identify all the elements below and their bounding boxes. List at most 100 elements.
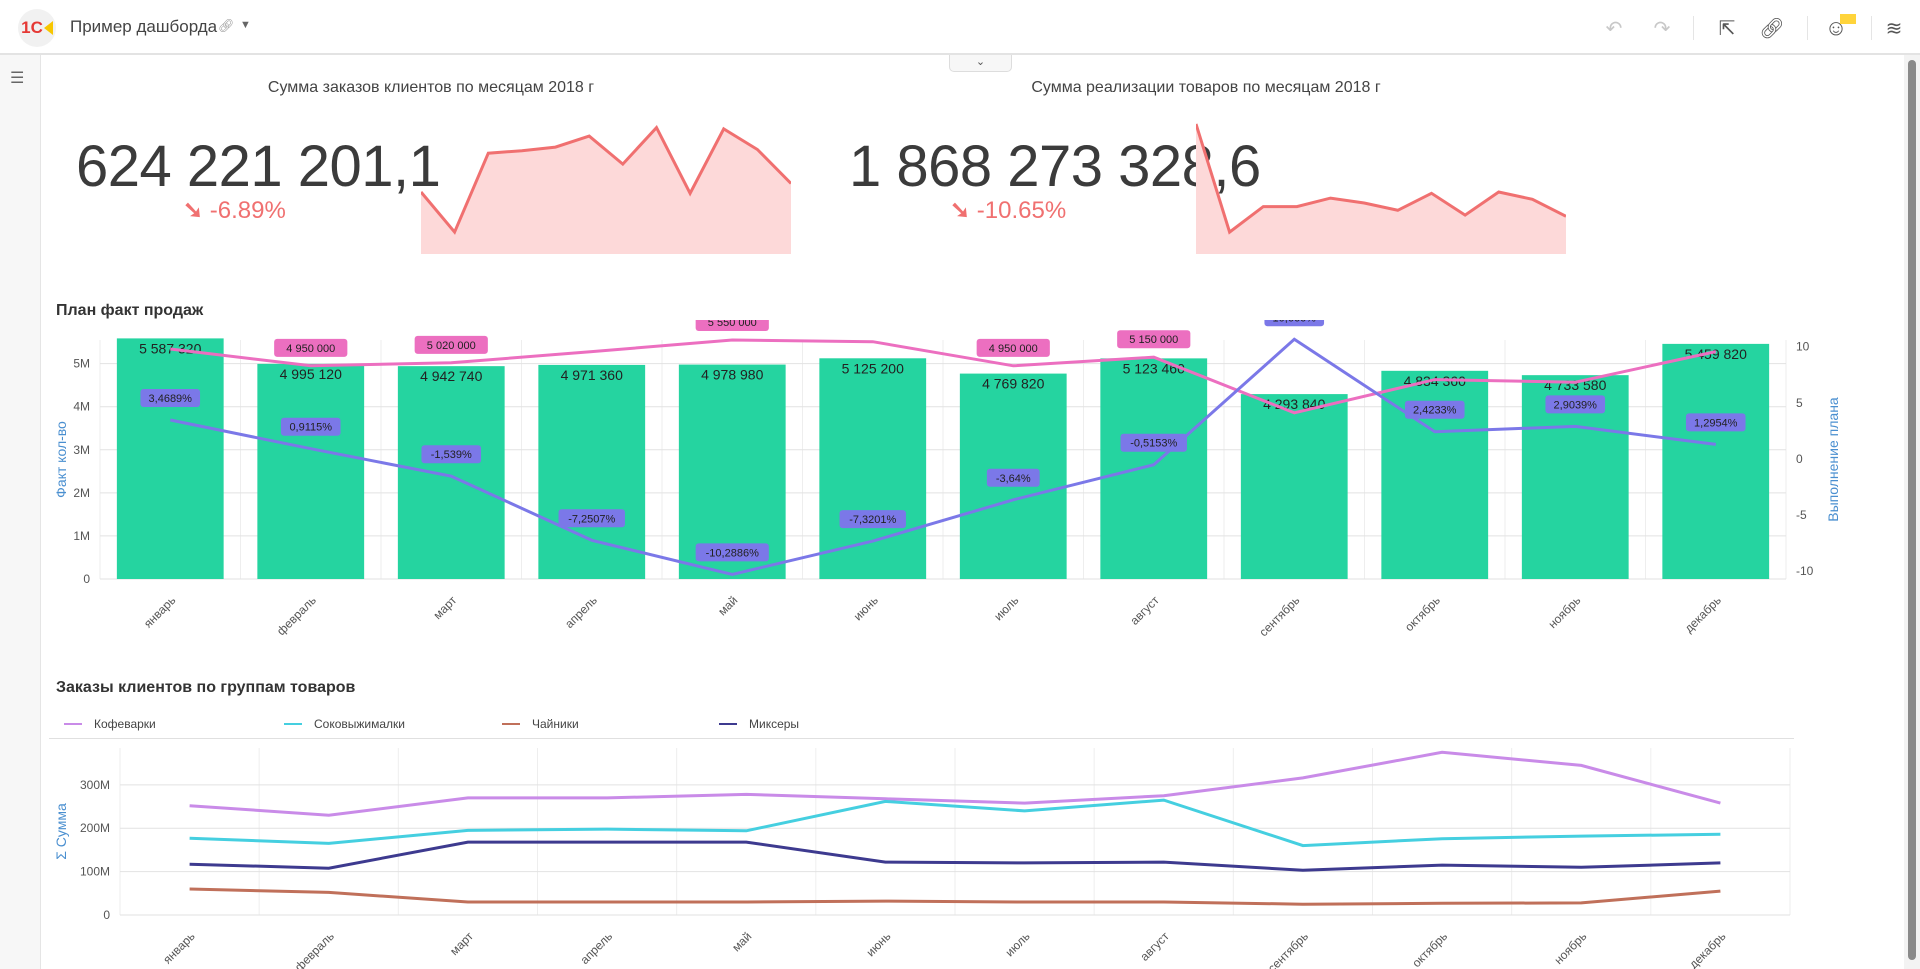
kpi-title: Сумма заказов клиентов по месяцам 2018 г (267, 79, 595, 96)
x-tick-label: апрель (577, 929, 615, 967)
legend-label: Соковыжималки (314, 717, 406, 731)
x-tick-label: ноябрь (1551, 929, 1589, 967)
y-axis-title: Σ Сумма (53, 803, 69, 860)
percent-line (169, 337, 1716, 576)
x-tick-label: октябрь (1402, 593, 1443, 634)
y-tick-label: 200M (80, 821, 110, 835)
series-line-0 (189, 750, 1721, 817)
x-tick-label: декабрь (1682, 593, 1724, 635)
percent-line-label: -3,64% (996, 473, 1031, 485)
x-tick-label: сентябрь (1265, 929, 1311, 969)
bar (819, 358, 927, 579)
y-tick-label: 1M (73, 529, 90, 543)
legend-item-juicers[interactable]: Соковыжималки (284, 717, 405, 731)
sparkline-line (1196, 123, 1566, 235)
bar-value-label: 5 123 460 (1123, 360, 1185, 376)
plan-line-label: 5 020 000 (427, 340, 476, 352)
collapse-header-button[interactable]: ⌄ (949, 55, 1012, 72)
open-external-icon[interactable]: ⇱ (1718, 17, 1736, 40)
y-tick-label: 0 (83, 572, 90, 586)
legend-item-kettles[interactable]: Чайники (502, 717, 579, 731)
waves-menu-icon[interactable]: ≋ (1885, 17, 1903, 40)
sparkline-sales (1196, 123, 1566, 254)
percent-line-label-box (695, 543, 769, 562)
percent-line-label: 1,2954% (1694, 417, 1738, 429)
plan-line-label-box (274, 338, 348, 357)
x-tick-label: март (447, 929, 476, 958)
legend-item-mixers[interactable]: Миксеры (719, 717, 799, 731)
legend-item-coffee[interactable]: Кофеварки (64, 717, 156, 731)
link-icon[interactable]: 🔗︎ (1759, 17, 1785, 40)
bar (1662, 343, 1770, 579)
x-tick-label: июнь (863, 929, 893, 959)
plan-line-label-box (695, 320, 769, 331)
legend-swatch (502, 723, 520, 725)
plan-line-label-box (976, 338, 1050, 357)
undo-icon[interactable]: ↶ (1605, 17, 1623, 40)
y-tick-label: 3M (73, 443, 90, 457)
dashboard-title[interactable]: Пример дашборда (70, 17, 218, 36)
kpi-title: Сумма реализации товаров по месяцам 2018… (1031, 79, 1381, 96)
kpi-delta: ➘ -10.65% (950, 196, 1066, 225)
percent-line-label: 2,4233% (1413, 405, 1457, 417)
series-line-3 (189, 840, 1721, 872)
plan-fact-chart: 0 1M 2M 3M 4M 5M -10 -5 0 5 10 Факт кол-во Выполнени… (53, 320, 1841, 639)
legend-divider (49, 738, 1794, 739)
x-tick-label: июнь (851, 593, 881, 623)
arrow-down-right-icon: ➘ (950, 197, 971, 224)
bar-value-label: 4 971 360 (561, 367, 623, 383)
sparkline-area (1196, 124, 1566, 254)
bar (1240, 394, 1348, 579)
caret-down-icon[interactable]: ▼ (240, 19, 251, 31)
bar-value-label: 4 769 820 (982, 376, 1044, 392)
x-tick-label: сентябрь (1256, 593, 1302, 639)
percent-line-label-box (1404, 400, 1465, 419)
percent-line-label-box (140, 389, 201, 408)
feedback-face-icon[interactable]: ☺ (1822, 14, 1856, 42)
percent-line-label: -10,2886% (706, 547, 759, 559)
y-tick-label: 100M (80, 865, 110, 879)
percent-line-label: 0,9115% (289, 422, 332, 434)
sparkline-area (421, 127, 791, 254)
logo-1c[interactable]: 1С (18, 9, 56, 47)
x-tick-label: октябрь (1409, 929, 1450, 969)
section-title: Заказы клиентов по группам товаров (56, 679, 356, 696)
x-tick-label: апрель (562, 593, 600, 631)
y-tick-label: 300M (80, 778, 110, 792)
y2-tick-label: -5 (1796, 508, 1807, 522)
kpi-value: 624 221 201,1 (76, 134, 441, 199)
percent-line-label-box (1685, 413, 1746, 432)
bar-value-label: 5 459 820 (1685, 346, 1747, 362)
left-sidebar (0, 55, 41, 969)
x-tick-label: март (430, 593, 459, 622)
plan-line-label: 4 950 000 (286, 343, 335, 355)
percent-line-label-box (1120, 433, 1187, 452)
top-bar: 1С Пример дашборда 🔗︎ ▼ ↶ ↷ ⇱ 🔗︎ ☺ ≋ (0, 0, 1920, 55)
chevron-down-icon: ⌄ (975, 56, 986, 68)
legend-label: Кофеварки (94, 717, 156, 731)
x-tick-label: май (729, 929, 754, 954)
x-tick-label: август (1127, 593, 1162, 628)
link-icon[interactable]: 🔗︎ (218, 18, 235, 33)
percent-line-label: -7,3201% (849, 514, 896, 526)
kpi-delta-value: -10.65% (976, 197, 1067, 224)
bar (116, 338, 224, 579)
y-tick-label: 5M (73, 357, 90, 371)
bar (678, 364, 786, 579)
percent-line-label: -7,2507% (568, 513, 615, 525)
plan-line-label-box (414, 335, 488, 354)
series-line-2 (189, 887, 1721, 906)
legend-label: Чайники (532, 717, 579, 731)
redo-icon[interactable]: ↷ (1653, 17, 1671, 40)
list-icon[interactable]: ☰ (10, 70, 25, 87)
percent-line-label-box (280, 417, 341, 436)
percent-line-label-box (1264, 320, 1325, 327)
toolbar-divider (1693, 16, 1694, 40)
arrow-down-right-icon: ➘ (183, 197, 204, 224)
bar-value-label: 4 995 120 (280, 366, 342, 382)
x-tick-label: февраль (274, 593, 319, 638)
bar (257, 363, 365, 579)
legend-swatch (284, 723, 302, 725)
sparkline-line (421, 125, 791, 235)
scrollbar-thumb[interactable] (1908, 60, 1916, 960)
